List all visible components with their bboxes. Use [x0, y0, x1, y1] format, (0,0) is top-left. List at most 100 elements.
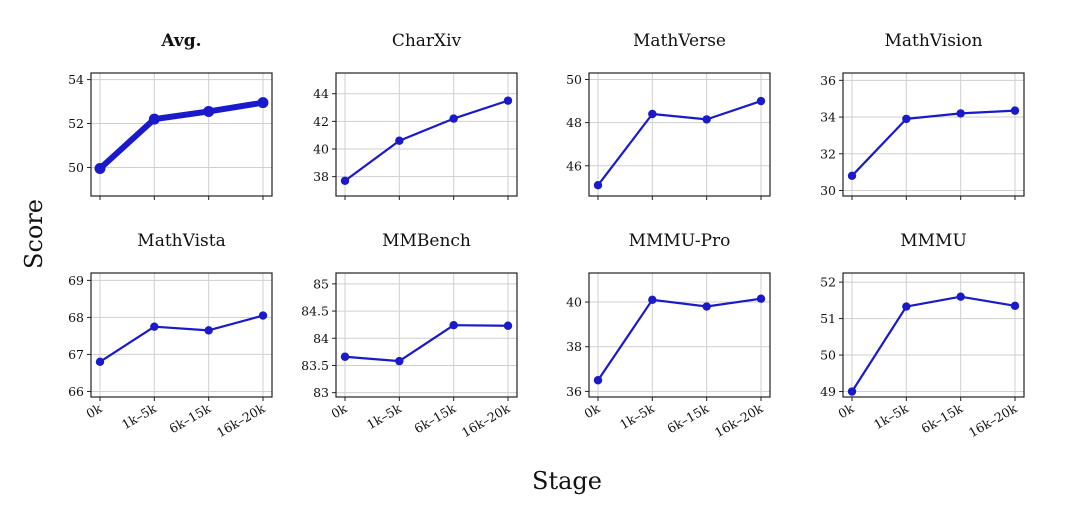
x-tick-label: 1k–5k: [364, 400, 404, 432]
y-tick-label: 34: [820, 110, 836, 125]
data-point: [756, 294, 766, 303]
x-tick-label: 1k–5k: [871, 400, 911, 432]
data-point: [956, 292, 965, 301]
series-line: [344, 99, 509, 182]
y-tick-label: 68: [68, 310, 84, 325]
y-tick-label: 50: [566, 72, 582, 87]
y-tick-label: 69: [68, 273, 84, 288]
x-tick-label: 1k–5k: [617, 400, 657, 432]
data-point: [902, 114, 911, 124]
data-point: [95, 357, 105, 367]
data-point: [203, 105, 215, 117]
y-tick-label: 32: [820, 146, 836, 161]
data-point: [395, 356, 404, 366]
y-tick-label: 83.5: [301, 358, 329, 373]
x-tick-label: 1k–5k: [119, 400, 159, 432]
y-tick-label: 50: [68, 160, 84, 175]
series-line: [851, 109, 1016, 177]
x-tick-label: 16k–20k: [214, 400, 268, 440]
panel-MMBench: 83 83.5 84 84.5 85 0k 1k–5k 6k–15k 16k–20k MMBenc…: [301, 231, 518, 440]
x-tick-label: 6k–15k: [166, 400, 213, 436]
data-point: [148, 113, 160, 125]
y-tick-label: 66: [68, 384, 84, 399]
panel-title: MMMU-Pro: [629, 231, 731, 251]
panel-title: CharXiv: [392, 31, 462, 51]
data-point: [593, 181, 603, 190]
series-line: [344, 324, 509, 363]
plot-frame: [842, 272, 1025, 398]
y-tick-label: 46: [566, 158, 582, 173]
data-point: [648, 295, 657, 305]
data-point: [593, 376, 603, 385]
data-point: [847, 387, 857, 396]
y-axis-label: Score: [20, 199, 48, 269]
data-point: [449, 114, 458, 123]
data-point: [648, 109, 657, 119]
data-point: [847, 171, 857, 181]
data-point: [702, 115, 711, 124]
panel-MMMU: 49 50 51 52 0k 1k–5k 6k–15k 16k–20k MMMU: [820, 231, 1025, 440]
y-tick-label: 50: [820, 348, 836, 363]
data-point: [258, 311, 268, 320]
y-tick-label: 40: [566, 295, 582, 310]
x-tick-label: 0k: [84, 400, 105, 421]
panel-grid: 50 52 54 Avg. 38 40 42 44 CharXiv 46 48 50 MathVerse…: [68, 31, 1025, 440]
panel-CharXiv: 38 40 42 44 CharXiv: [313, 31, 518, 200]
data-point: [340, 352, 350, 361]
panel-title: MathVista: [137, 231, 225, 251]
data-point: [1010, 106, 1020, 115]
data-point: [94, 163, 106, 175]
data-point: [503, 321, 513, 330]
panel-Avg.: 50 52 54 Avg.: [68, 31, 273, 200]
panel-title: Avg.: [160, 31, 201, 51]
y-tick-label: 38: [566, 339, 582, 354]
x-tick-label: 16k–20k: [966, 400, 1020, 440]
plot-frame: [588, 72, 771, 197]
y-tick-label: 54: [68, 72, 84, 87]
x-axis-label: Stage: [532, 467, 602, 495]
y-tick-label: 36: [820, 73, 836, 88]
y-tick-label: 52: [68, 116, 84, 131]
data-point: [257, 97, 269, 109]
y-tick-label: 42: [313, 114, 329, 129]
y-tick-label: 48: [566, 115, 582, 130]
panel-MathVerse: 46 48 50 MathVerse: [566, 31, 771, 200]
series-line: [597, 297, 762, 381]
panel-MMMU-Pro: 36 38 40 0k 1k–5k 6k–15k 16k–20k MMMU-Pro: [566, 231, 771, 440]
plot-frame: [335, 72, 518, 197]
x-tick-label: 6k–15k: [664, 400, 711, 436]
data-point: [449, 321, 458, 330]
series-line: [851, 295, 1016, 393]
y-tick-label: 52: [820, 275, 836, 290]
x-tick-label: 6k–15k: [918, 400, 965, 436]
panel-title: MMBench: [382, 231, 471, 251]
y-tick-label: 36: [566, 384, 582, 399]
x-tick-label: 0k: [329, 400, 350, 421]
y-tick-label: 40: [313, 142, 329, 157]
x-tick-label: 6k–15k: [411, 400, 458, 436]
y-tick-label: 49: [820, 384, 836, 399]
data-point: [340, 176, 350, 185]
y-tick-label: 67: [68, 347, 84, 362]
plot-frame: [588, 272, 771, 398]
data-point: [1010, 301, 1020, 311]
y-tick-label: 83: [313, 385, 329, 400]
data-point: [204, 326, 213, 335]
panel-title: MathVision: [884, 31, 982, 51]
data-point: [902, 302, 911, 311]
x-tick-label: 16k–20k: [459, 400, 513, 440]
data-point: [756, 96, 766, 106]
y-tick-label: 30: [820, 183, 836, 198]
y-tick-label: 85: [313, 276, 329, 291]
series-line: [97, 99, 264, 171]
panel-title: MathVerse: [633, 31, 726, 51]
series-line: [99, 314, 264, 363]
plot-frame: [90, 72, 273, 197]
panel-title: MMMU: [900, 231, 967, 251]
x-tick-label: 0k: [836, 400, 857, 421]
plot-frame: [842, 72, 1025, 197]
y-tick-label: 84.5: [301, 304, 329, 319]
x-tick-label: 16k–20k: [712, 400, 766, 440]
data-point: [395, 136, 404, 145]
